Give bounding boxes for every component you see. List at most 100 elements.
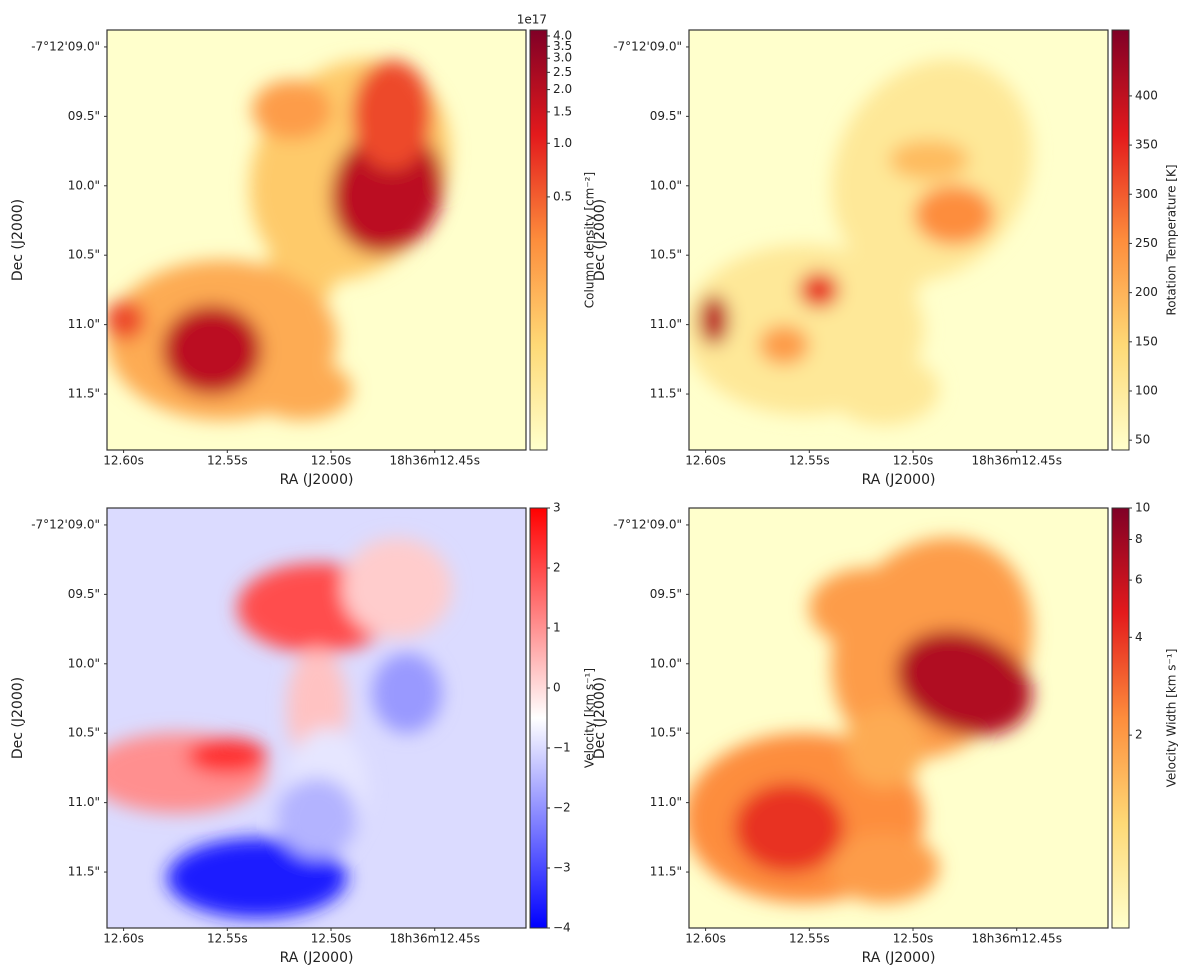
colorbar-tick-label: 200: [1135, 285, 1158, 299]
colorbar-tick-label: 350: [1135, 138, 1158, 152]
emission: [809, 568, 929, 648]
colorbar-tick-label: 150: [1135, 334, 1158, 348]
map-image: [689, 537, 1033, 903]
y-tick-label: 11.0": [68, 795, 100, 809]
colorbar-tick-label: 250: [1135, 236, 1158, 250]
colorbar-tick-label: 2.0: [553, 82, 572, 96]
x-tick-label: 12.50s: [311, 932, 352, 946]
x-tick-label: 18h36m12.45s: [390, 454, 480, 468]
x-axis-label: RA (J2000): [862, 472, 936, 488]
x-tick-label: 12.55s: [207, 932, 248, 946]
colorbar-tick-label: 100: [1135, 383, 1158, 397]
x-tick-label: 12.60s: [103, 932, 144, 946]
y-tick-label: 10.0": [650, 656, 682, 670]
colorbar-offset: 1e17: [517, 13, 547, 27]
y-tick-label: 11.5": [68, 865, 100, 879]
colorbar: [1111, 507, 1130, 929]
colorbar-tick-label: 4: [1135, 630, 1143, 644]
colorbar-tick-label: −2: [553, 801, 571, 815]
colorbar-tick-label: −3: [553, 861, 571, 875]
emission: [372, 653, 442, 733]
panel: 12.60s 12.55s 12.50s 18h36m12.45s -7°12'09.0…: [10, 13, 597, 489]
y-axis-label: Dec (J2000): [10, 677, 26, 759]
y-tick-label: 11.5": [650, 387, 682, 401]
colorbar-tick-label: 3: [553, 501, 561, 515]
y-axis-label: Dec (J2000): [10, 199, 26, 281]
y-tick-label: 10.0": [650, 178, 682, 192]
panel: 12.60s 12.55s 12.50s 18h36m12.45s -7°12'09.0…: [10, 501, 597, 967]
map-image: [107, 538, 452, 918]
y-tick-label: 09.5": [650, 109, 682, 123]
colorbar-tick-label: 8: [1135, 532, 1143, 546]
y-tick-label: -7°12'09.0": [613, 39, 682, 53]
y-tick-label: 10.5": [650, 248, 682, 262]
y-tick-label: -7°12'09.0": [613, 517, 682, 531]
y-tick-label: 09.5": [650, 587, 682, 601]
colorbar-label: Velocity [km s⁻¹]: [583, 668, 597, 768]
emission: [829, 355, 939, 425]
axes-frame: [688, 507, 1109, 929]
emission: [914, 185, 994, 245]
emission: [187, 738, 267, 774]
emission: [734, 783, 844, 873]
y-tick-label: 10.0": [68, 656, 100, 670]
axes-frame: [688, 29, 1109, 451]
axes-frame: [106, 507, 527, 929]
map-image: [107, 59, 451, 420]
x-axis-label: RA (J2000): [862, 950, 936, 966]
y-tick-label: -7°12'09.0": [31, 517, 100, 531]
x-axis-label: RA (J2000): [280, 472, 354, 488]
map-image: [689, 59, 1033, 425]
y-axis-label: Dec (J2000): [592, 677, 608, 759]
colorbar-label: Rotation Temperature [K]: [1165, 164, 1179, 315]
emission: [252, 80, 332, 140]
x-tick-label: 12.60s: [685, 932, 726, 946]
panel: 12.60s 12.55s 12.50s 18h36m12.45s -7°12'09.0…: [592, 29, 1179, 488]
y-tick-label: 10.5": [68, 248, 100, 262]
x-tick-label: 12.50s: [311, 454, 352, 468]
y-tick-label: 10.5": [68, 726, 100, 740]
colorbar-tick-label: 10: [1135, 501, 1150, 515]
y-tick-label: 09.5": [68, 587, 100, 601]
emission: [252, 360, 352, 420]
emission: [889, 140, 969, 180]
y-tick-label: 09.5": [68, 109, 100, 123]
axes-frame: [106, 29, 527, 451]
emission: [844, 708, 924, 788]
y-tick-label: 10.5": [650, 726, 682, 740]
colorbar-tick-label: 400: [1135, 88, 1158, 102]
y-tick-label: 11.5": [650, 865, 682, 879]
emission: [167, 838, 347, 918]
colorbar-tick-label: 1: [553, 621, 561, 635]
colorbar-tick-label: 2: [1135, 728, 1143, 742]
x-tick-label: 12.60s: [103, 454, 144, 468]
colorbar-tick-label: −1: [553, 741, 571, 755]
colorbar-label: Column density [cm⁻²]: [583, 172, 597, 308]
x-tick-label: 12.55s: [789, 454, 830, 468]
colorbar-tick-label: 2.5: [553, 65, 572, 79]
colorbar-tick-label: 1.5: [553, 104, 572, 118]
colorbar: [529, 29, 548, 451]
emission: [162, 305, 262, 395]
emission: [829, 833, 939, 903]
colorbar-tick-label: 0.5: [553, 189, 572, 203]
colorbar-tick-label: 3.5: [553, 39, 572, 53]
y-tick-label: -7°12'09.0": [31, 39, 100, 53]
y-tick-label: 10.0": [68, 178, 100, 192]
x-tick-label: 12.50s: [893, 454, 934, 468]
colorbar-tick-label: 1.0: [553, 136, 572, 150]
x-tick-label: 18h36m12.45s: [972, 932, 1062, 946]
emission: [896, 630, 1032, 736]
colorbar-tick-label: 4.0: [553, 28, 572, 42]
x-tick-label: 18h36m12.45s: [972, 454, 1062, 468]
x-tick-label: 12.50s: [893, 932, 934, 946]
emission: [799, 272, 839, 308]
emission: [342, 538, 452, 638]
x-tick-label: 12.55s: [789, 932, 830, 946]
colorbar-tick-label: −4: [553, 921, 571, 935]
x-tick-label: 12.60s: [685, 454, 726, 468]
y-tick-label: 11.0": [650, 317, 682, 331]
colorbar-tick-label: 2: [553, 561, 561, 575]
colorbar-tick-label: 0: [553, 681, 561, 695]
